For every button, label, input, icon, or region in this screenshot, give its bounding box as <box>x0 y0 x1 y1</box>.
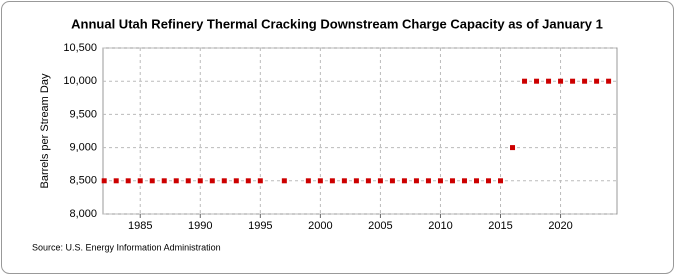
point <box>233 178 239 184</box>
y-tick-label: 9,500 <box>69 108 97 120</box>
point <box>125 178 131 184</box>
point <box>425 178 431 184</box>
point <box>486 178 491 184</box>
point <box>594 78 600 84</box>
point <box>161 178 167 184</box>
point <box>353 178 359 184</box>
point <box>221 178 227 184</box>
point <box>461 178 467 184</box>
chart-title: Annual Utah Refinery Thermal Cracking Do… <box>71 16 603 31</box>
x-tick-label: 1990 <box>188 220 212 232</box>
point <box>534 78 540 84</box>
point <box>317 178 323 184</box>
point <box>149 178 155 184</box>
point <box>389 178 395 184</box>
point <box>570 78 576 84</box>
y-tick-label: 8,500 <box>69 175 97 187</box>
x-tick-label: 1995 <box>248 220 272 232</box>
point <box>245 178 251 184</box>
point <box>185 178 191 184</box>
y-tick-label: 10,500 <box>63 42 97 54</box>
x-tick-label: 1985 <box>128 220 152 232</box>
point <box>341 178 347 184</box>
point <box>281 178 287 184</box>
point <box>413 178 419 184</box>
point <box>473 178 479 184</box>
y-axis-label: Barrels per Stream Day <box>39 73 51 188</box>
y-tick-label: 8,000 <box>69 208 97 220</box>
x-tick-label: 2010 <box>428 220 452 232</box>
point <box>582 78 588 84</box>
point <box>498 178 504 184</box>
x-tick-label: 2000 <box>308 220 332 232</box>
point <box>510 145 516 151</box>
point <box>558 78 564 84</box>
source: Source: U.S. Energy Information Administ… <box>32 242 221 252</box>
point <box>197 178 203 184</box>
point <box>401 178 407 184</box>
point <box>209 178 215 184</box>
point <box>449 178 455 184</box>
point <box>377 178 383 184</box>
point <box>522 78 528 84</box>
x-tick-label: 2020 <box>548 220 572 232</box>
point <box>173 178 179 184</box>
x-tick-label: 2005 <box>368 220 392 232</box>
point <box>257 178 263 184</box>
x-tick-label: 2015 <box>488 220 512 232</box>
point <box>546 78 552 84</box>
point <box>329 178 335 184</box>
y-tick-label: 9,000 <box>69 142 97 154</box>
point <box>113 178 119 184</box>
point <box>606 78 612 84</box>
point <box>305 178 311 184</box>
point <box>365 178 371 184</box>
point <box>437 178 443 184</box>
y-tick-label: 10,000 <box>63 75 97 87</box>
point <box>101 178 107 184</box>
point <box>137 178 143 184</box>
plot-area <box>102 47 618 215</box>
